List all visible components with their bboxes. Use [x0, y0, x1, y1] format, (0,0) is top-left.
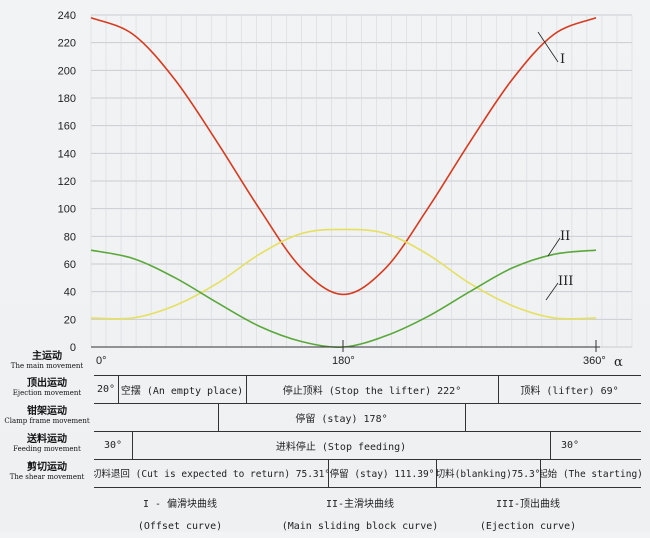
cell-divider [550, 431, 551, 459]
table-row-ejection: 20° 空摆 (An empty place) 停止顶料 (Stop the l… [94, 375, 641, 403]
cell-divider [436, 459, 437, 487]
y-tick-label: 20 [64, 314, 76, 326]
curve-label-II: II [560, 229, 570, 244]
row-label-feeding: 送料运动 Feeding movement [0, 435, 94, 453]
cell-divider [132, 431, 133, 459]
row-label-clamp-cn: 钳架运动 [27, 406, 67, 417]
row-label-feeding-en: Feeding movement [13, 445, 81, 453]
feeding-cell-1: 30° [103, 439, 123, 451]
row-label-ejection-cn: 顶出运动 [27, 378, 67, 389]
y-tick-label: 240 [58, 10, 76, 22]
row-label-shear: 剪切运动 The shear movement [0, 463, 94, 481]
table-line [94, 403, 641, 404]
caption-main-en: (Main sliding block curve) [281, 521, 439, 532]
shear-cell-3: 切料(blanking)75.3° [436, 469, 540, 480]
x-tick-180: 180° [332, 355, 355, 367]
caption-ejection-en: (Ejection curve) [479, 521, 577, 532]
clamp-cell-1 [94, 403, 218, 431]
y-tick-label: 140 [58, 148, 76, 160]
table-row-clamp: 停留 (stay) 178° [94, 403, 641, 431]
y-tick-label: 180 [58, 93, 76, 105]
clamp-cell-2: 停留 (stay) 178° [295, 413, 388, 425]
cam-motion-chart: 0 20 40 60 80 100 120 140 160 180 200 220 240 0° 180… [58, 10, 633, 370]
curve-label-leader-III [545, 282, 559, 301]
table-line [94, 375, 641, 376]
row-label-main-en: The main movement [10, 362, 84, 370]
ejection-cell-4: 顶料 (lifter) 69° [520, 385, 619, 397]
y-tick-label: 220 [58, 38, 76, 50]
row-label-clamp: 钳架运动 Clamp frame movement [0, 407, 94, 425]
y-tick-label: 200 [58, 65, 76, 77]
x-tick-360: 360° [583, 355, 606, 367]
caption-offset-curve: I - 偏滑块曲线 (Offset curve) [100, 494, 260, 538]
curve-labels: I II III [537, 31, 573, 301]
shear-cell-1: 切料退回 (Cut is expected to return) 75.31° [94, 469, 328, 480]
curve-II [90, 228, 597, 320]
y-tick-label: 100 [58, 204, 76, 216]
y-tick-label: 0 [70, 342, 76, 354]
cell-divider [498, 375, 499, 403]
grid-lines [90, 14, 633, 348]
curve-label-III: III [558, 274, 573, 289]
curve-III [90, 249, 597, 348]
cell-divider [540, 459, 541, 487]
cell-divider [118, 375, 119, 403]
y-tick-label: 160 [58, 121, 76, 133]
curve-label-leader-I [537, 31, 559, 63]
ejection-cell-3: 停止顶料 (Stop the lifter) 222° [282, 385, 462, 397]
shear-cell-4: 起始 (The starting) [540, 469, 641, 480]
y-tick-label: 80 [64, 231, 76, 243]
table-row-shear: 切料退回 (Cut is expected to return) 75.31° … [94, 459, 641, 487]
clamp-cell-3 [465, 403, 641, 431]
cell-divider [465, 403, 466, 431]
y-tick-label: 40 [64, 287, 76, 299]
feeding-cell-2: 进料停止 (Stop feeding) [275, 441, 407, 453]
row-label-feeding-cn: 送料运动 [27, 434, 67, 445]
ejection-cell-2: 空摆 (An empty place) [120, 385, 244, 397]
x-tick-0: 0° [96, 355, 107, 367]
y-tick-labels: 0 20 40 60 80 100 120 140 160 180 200 220 240 [58, 10, 76, 354]
cell-divider [246, 375, 247, 403]
row-label-clamp-en: Clamp frame movement [4, 417, 90, 425]
row-label-main-cn: 主运动 [32, 351, 62, 362]
y-tick-label: 60 [64, 259, 76, 271]
table-row-feeding: 30° 进料停止 (Stop feeding) 30° [94, 431, 641, 459]
feeding-cell-3: 30° [560, 439, 580, 451]
row-label-shear-cn: 剪切运动 [27, 462, 67, 473]
curve-label-leader-II [547, 237, 561, 257]
caption-main-cn: II-主滑块曲线 [325, 499, 395, 510]
ejection-cell-1: 20° [96, 383, 116, 395]
curves [90, 17, 597, 348]
shear-cell-2: 停留 (stay) 111.39° [329, 469, 435, 480]
caption-main-sliding-curve: II-主滑块曲线 (Main sliding block curve) [270, 494, 450, 538]
row-label-ejection-en: Ejection movement [12, 389, 82, 397]
table-line [94, 487, 641, 488]
x-axis-label: α [614, 355, 623, 370]
cell-divider [328, 459, 329, 487]
row-label-shear-en: The shear movement [9, 473, 85, 481]
table-line [94, 431, 641, 432]
row-label-ejection: 顶出运动 Ejection movement [0, 379, 94, 397]
cell-divider [218, 403, 219, 431]
y-tick-label: 120 [58, 176, 76, 188]
row-label-main: 主运动 The main movement [0, 352, 94, 370]
curve-label-I: I [560, 52, 565, 67]
caption-offset-cn: I - 偏滑块曲线 [142, 499, 218, 510]
caption-ejection-cn: III-顶出曲线 [495, 499, 561, 510]
table-line [94, 459, 641, 460]
curve-I [90, 17, 597, 296]
caption-ejection-curve: III-顶出曲线 (Ejection curve) [458, 494, 598, 538]
caption-offset-en: (Offset curve) [137, 521, 223, 532]
